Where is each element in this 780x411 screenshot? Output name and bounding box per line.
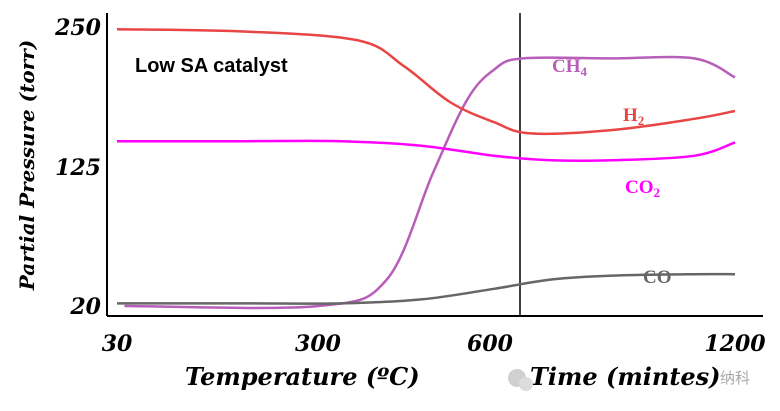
x-tick-label: 300 — [295, 331, 342, 357]
series-line-co2 — [117, 139, 736, 163]
x-tick-label: 30 — [102, 331, 133, 357]
plot-area — [106, 12, 764, 317]
wechat-icon-bubble — [519, 377, 533, 391]
x-axis-title-temperature: Temperature (ºC) — [185, 362, 420, 391]
x-tick-labels: 30 300 600 1200 — [102, 331, 767, 357]
y-tick-label: 250 — [54, 15, 102, 41]
x-tick-label: 600 — [467, 331, 514, 357]
y-axis-title: Partial Pressure (torr) — [15, 40, 39, 292]
x-axis-title-time: Time (mintes) — [530, 362, 721, 391]
y-tick-label: 20 — [69, 294, 101, 320]
y-tick-label: 125 — [55, 155, 101, 181]
series-label-co: CO — [643, 267, 672, 288]
y-tick-labels: 250 125 20 — [54, 15, 102, 320]
series-label-co2: CO2 — [625, 177, 660, 200]
series-line-ch4 — [124, 55, 736, 310]
series-line-co — [117, 272, 736, 305]
series-layer — [116, 27, 736, 310]
watermark-text: 纳科 — [720, 369, 750, 387]
series-label-ch4: CH4 — [552, 56, 588, 79]
series-line-h2 — [116, 27, 736, 136]
x-tick-label: 1200 — [704, 331, 766, 357]
watermark: 纳科 — [508, 369, 750, 391]
series-label-h2: H2 — [623, 105, 644, 128]
chart-annotation: Low SA catalyst — [135, 55, 288, 77]
